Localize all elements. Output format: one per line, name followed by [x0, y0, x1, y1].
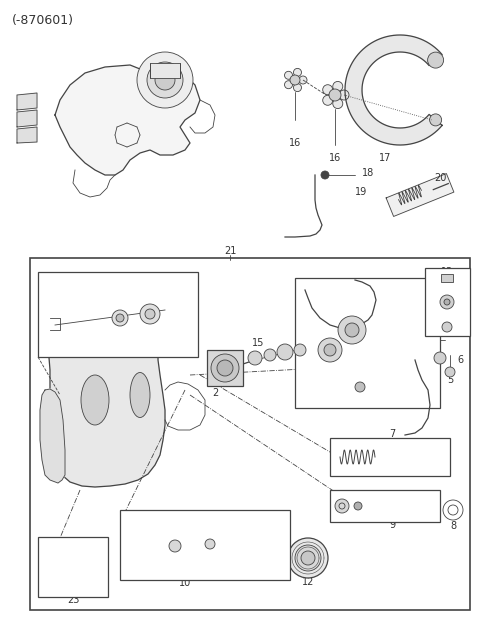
Text: 2: 2 — [212, 388, 218, 398]
Bar — [38, 537, 108, 597]
Circle shape — [277, 344, 293, 360]
Circle shape — [324, 344, 336, 356]
Text: 20: 20 — [434, 173, 446, 183]
Text: 21: 21 — [224, 246, 236, 256]
Text: 9: 9 — [389, 520, 395, 530]
Text: 7: 7 — [389, 429, 395, 439]
Text: 19: 19 — [355, 187, 367, 197]
Bar — [120, 510, 290, 580]
Bar — [150, 63, 180, 78]
Bar — [330, 438, 450, 476]
Circle shape — [299, 76, 307, 84]
Circle shape — [169, 540, 181, 552]
Circle shape — [145, 309, 155, 319]
Ellipse shape — [81, 375, 109, 425]
Text: (-870601): (-870601) — [12, 14, 74, 27]
Bar — [30, 258, 470, 610]
Circle shape — [338, 316, 366, 344]
Text: 5: 5 — [447, 375, 453, 385]
Circle shape — [140, 304, 160, 324]
Circle shape — [295, 545, 321, 571]
Circle shape — [288, 538, 328, 578]
Bar — [441, 274, 453, 282]
Bar — [330, 490, 440, 522]
Circle shape — [139, 302, 157, 320]
Text: 6: 6 — [457, 355, 463, 365]
Circle shape — [112, 310, 128, 326]
Circle shape — [293, 69, 301, 76]
Circle shape — [434, 352, 446, 364]
Text: 4: 4 — [352, 400, 358, 410]
Circle shape — [147, 62, 183, 98]
Text: 18: 18 — [362, 168, 374, 178]
Circle shape — [294, 344, 306, 356]
Circle shape — [440, 295, 454, 309]
Circle shape — [345, 323, 359, 337]
Circle shape — [132, 295, 164, 327]
Circle shape — [264, 349, 276, 361]
Circle shape — [323, 95, 333, 105]
Text: 17: 17 — [379, 153, 391, 163]
Text: 16: 16 — [289, 138, 301, 148]
Circle shape — [211, 354, 239, 382]
Circle shape — [217, 360, 233, 376]
Circle shape — [323, 85, 333, 95]
Polygon shape — [40, 389, 65, 483]
Circle shape — [335, 499, 349, 513]
Text: 1: 1 — [145, 273, 151, 283]
Circle shape — [82, 293, 118, 329]
Text: 12: 12 — [302, 577, 314, 587]
Text: 14: 14 — [412, 440, 424, 450]
Circle shape — [333, 99, 343, 109]
Circle shape — [293, 84, 301, 92]
Text: 8: 8 — [450, 521, 456, 531]
Circle shape — [442, 322, 452, 332]
Circle shape — [90, 301, 110, 321]
Circle shape — [329, 89, 341, 101]
Circle shape — [290, 75, 300, 85]
Polygon shape — [45, 332, 165, 487]
Polygon shape — [17, 93, 37, 110]
Bar — [207, 350, 243, 386]
Circle shape — [428, 52, 444, 68]
Polygon shape — [17, 110, 37, 127]
Text: 11: 11 — [278, 537, 290, 547]
Circle shape — [355, 382, 365, 392]
Text: 10: 10 — [179, 578, 191, 588]
Circle shape — [301, 551, 315, 565]
Bar — [38, 272, 198, 357]
Circle shape — [430, 114, 442, 126]
Text: 16: 16 — [329, 153, 341, 163]
Circle shape — [354, 502, 362, 510]
Circle shape — [205, 539, 215, 549]
Polygon shape — [17, 127, 37, 143]
Circle shape — [116, 314, 124, 322]
Circle shape — [318, 338, 342, 362]
Bar — [295, 278, 440, 408]
Polygon shape — [60, 286, 188, 336]
Text: 22: 22 — [186, 330, 198, 340]
Circle shape — [285, 80, 292, 89]
Circle shape — [248, 351, 262, 365]
Bar — [425, 268, 470, 336]
Circle shape — [445, 367, 455, 377]
Polygon shape — [386, 173, 454, 217]
Polygon shape — [345, 35, 442, 145]
Circle shape — [285, 71, 292, 79]
Polygon shape — [55, 65, 200, 175]
Circle shape — [339, 90, 349, 100]
Circle shape — [444, 299, 450, 305]
Text: 23: 23 — [67, 595, 79, 605]
Text: 13: 13 — [441, 267, 453, 277]
Circle shape — [155, 70, 175, 90]
Circle shape — [321, 171, 329, 179]
Text: 3: 3 — [357, 278, 363, 288]
Circle shape — [333, 82, 343, 92]
Circle shape — [137, 52, 193, 108]
Ellipse shape — [130, 373, 150, 417]
Text: 15: 15 — [252, 338, 264, 348]
